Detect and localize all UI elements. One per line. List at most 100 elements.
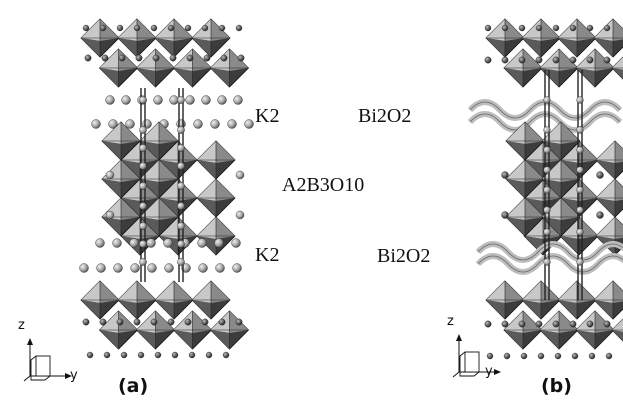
octahedron: [117, 18, 157, 58]
oxygen-atom: [150, 24, 158, 32]
oxygen-atom: [518, 24, 526, 32]
octahedron: [503, 48, 543, 88]
oxygen-atom: [86, 351, 94, 359]
cation-atom: [576, 206, 584, 214]
cation-atom: [576, 186, 584, 194]
panel-b-axis-triad: [452, 334, 501, 378]
cation-atom: [139, 222, 147, 230]
axis-cube-edge: [30, 355, 51, 381]
cation-atom: [105, 170, 115, 180]
oxygen-atom: [137, 351, 145, 359]
z-axis-arrowhead: [27, 338, 33, 345]
oxygen-atom: [82, 24, 90, 32]
oxygen-atom: [235, 24, 243, 32]
oxygen-atom: [554, 352, 562, 360]
cation-atom: [214, 238, 224, 248]
cation-atom: [139, 162, 147, 170]
octahedron: [503, 310, 543, 350]
cation-atom: [177, 222, 185, 230]
oxygen-atom: [135, 54, 143, 62]
cation-atom: [177, 202, 185, 210]
oxygen-atom: [184, 24, 192, 32]
cation-atom: [210, 119, 220, 129]
oxygen-atom: [103, 351, 111, 359]
cation-atom: [233, 95, 243, 105]
cation-atom: [217, 95, 227, 105]
cation-atom: [244, 119, 254, 129]
oxygen-atom: [586, 320, 594, 328]
cation-atom: [543, 146, 551, 154]
panel-a-middle-layer-label: A2B3O10: [282, 174, 365, 196]
octahedron: [521, 18, 561, 58]
octahedron: [557, 280, 597, 320]
cation-atom: [164, 263, 174, 273]
oxygen-atom: [603, 24, 611, 32]
cation-atom: [112, 238, 122, 248]
cation-atom: [139, 96, 147, 104]
panel-a-axis-triad: [23, 338, 72, 382]
oxygen-atom: [596, 171, 604, 179]
oxygen-atom: [152, 54, 160, 62]
oxygen-atom: [501, 56, 509, 64]
oxygen-atom: [222, 351, 230, 359]
panel-b-top-layer-label: Bi2O2: [358, 105, 412, 127]
panel-a-top-layer-label: K2: [255, 105, 280, 127]
panel-b-y-axis-label: y: [485, 364, 493, 379]
panel-a-caption: (a): [118, 375, 149, 397]
octahedron: [173, 310, 212, 350]
cation-atom: [543, 258, 551, 266]
oxygen-atom: [116, 318, 124, 326]
oxygen-atom: [605, 352, 613, 360]
cation-atom: [232, 263, 242, 273]
oxygen-atom: [484, 320, 492, 328]
octahedron: [80, 18, 120, 58]
panel-b-bottom-layer-label: Bi2O2: [377, 245, 431, 267]
cation-atom: [125, 119, 135, 129]
oxygen-atom: [186, 54, 194, 62]
octahedron: [80, 280, 120, 320]
oxygen-atom: [84, 54, 92, 62]
cation-atom: [91, 119, 101, 129]
cation-atom: [139, 144, 147, 152]
oxygen-atom: [501, 24, 509, 32]
oxygen-atom: [571, 352, 579, 360]
y-axis-arrowhead: [494, 369, 501, 375]
oxygen-atom: [237, 54, 245, 62]
x-axis-stub: [23, 375, 31, 382]
cation-atom: [95, 238, 105, 248]
cation-atom: [201, 95, 211, 105]
oxygen-atom: [501, 171, 509, 179]
cation-atom: [139, 202, 147, 210]
oxygen-atom: [118, 54, 126, 62]
octahedron: [117, 280, 157, 320]
panel-a-z-axis-label: z: [18, 318, 25, 333]
cation-atom: [543, 228, 551, 236]
oxygen-atom: [520, 352, 528, 360]
cation-atom: [139, 240, 147, 248]
cation-atom: [147, 263, 157, 273]
octahedron: [539, 310, 579, 350]
cation-atom: [130, 263, 140, 273]
cation-atom: [543, 166, 551, 174]
cation-atom: [543, 186, 551, 194]
cation-atom: [177, 258, 185, 266]
oxygen-atom: [167, 318, 175, 326]
cation-atom: [177, 144, 185, 152]
oxygen-atom: [171, 351, 179, 359]
octahedron: [210, 310, 249, 350]
cation-atom: [185, 95, 195, 105]
octahedron: [173, 48, 212, 88]
cation-atom: [197, 238, 207, 248]
octahedron: [154, 280, 194, 320]
octahedron: [154, 18, 194, 58]
oxygen-atom: [518, 320, 526, 328]
oxygen-atom: [220, 54, 228, 62]
cation-atom: [193, 119, 203, 129]
oxygen-atom: [586, 56, 594, 64]
panel-b-caption: (b): [541, 375, 572, 397]
oxygen-atom: [586, 24, 594, 32]
oxygen-atom: [569, 24, 577, 32]
oxygen-atom: [101, 54, 109, 62]
axis-cube-face: [35, 355, 51, 377]
